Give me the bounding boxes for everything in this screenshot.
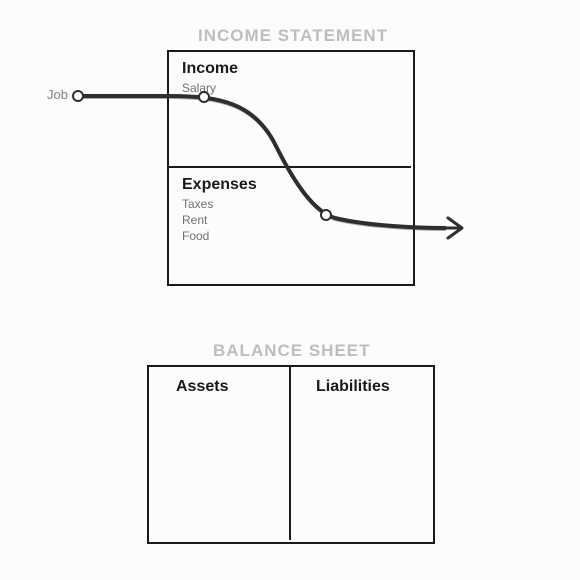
assets-title: Assets — [176, 378, 228, 396]
income-expenses-divider — [167, 166, 411, 168]
expenses-title: Expenses — [182, 176, 257, 194]
flow-arrowhead — [445, 218, 462, 238]
diagram-stage: INCOME STATEMENT Income Salary Expenses … — [0, 0, 580, 580]
job-label: Job — [47, 87, 68, 102]
liabilities-title: Liabilities — [316, 378, 390, 396]
flow-node — [73, 91, 83, 101]
expenses-sub-list: Taxes Rent Food — [182, 196, 213, 245]
income-sub-salary: Salary — [182, 80, 216, 96]
assets-liabilities-divider — [289, 365, 291, 540]
heading-income-statement: INCOME STATEMENT — [198, 26, 388, 46]
heading-balance-sheet: BALANCE SHEET — [213, 341, 371, 361]
income-title: Income — [182, 60, 238, 78]
